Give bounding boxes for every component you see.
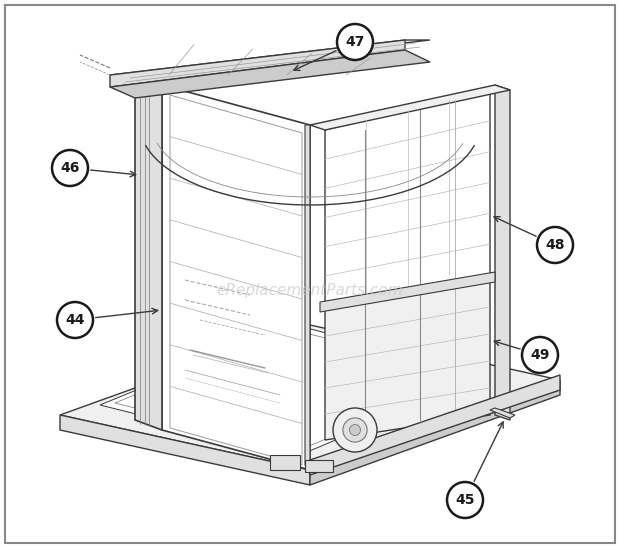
Text: eReplacementParts.com: eReplacementParts.com (216, 283, 404, 298)
Polygon shape (110, 40, 405, 87)
Bar (305, 460, 333, 472)
Polygon shape (320, 272, 495, 312)
Polygon shape (305, 125, 310, 470)
Text: 47: 47 (345, 35, 365, 49)
Circle shape (333, 408, 377, 452)
Circle shape (350, 425, 360, 436)
Circle shape (52, 150, 88, 186)
Text: 49: 49 (530, 348, 550, 362)
Text: 48: 48 (545, 238, 565, 252)
Polygon shape (490, 408, 515, 418)
Polygon shape (162, 85, 310, 470)
Text: 45: 45 (455, 493, 475, 507)
Circle shape (537, 227, 573, 263)
Polygon shape (135, 75, 162, 430)
Circle shape (522, 337, 558, 373)
Polygon shape (60, 325, 560, 470)
Polygon shape (495, 85, 510, 420)
Polygon shape (110, 40, 430, 75)
Circle shape (57, 302, 93, 338)
Polygon shape (110, 50, 430, 98)
Circle shape (343, 418, 367, 442)
Polygon shape (310, 85, 510, 130)
Circle shape (447, 482, 483, 518)
Polygon shape (310, 380, 560, 485)
Circle shape (337, 24, 373, 60)
Polygon shape (310, 375, 560, 475)
Text: 46: 46 (60, 161, 80, 175)
Polygon shape (325, 280, 490, 440)
Polygon shape (325, 90, 490, 305)
Bar (270, 455, 300, 470)
Polygon shape (100, 325, 490, 455)
Polygon shape (60, 415, 310, 485)
Text: 44: 44 (65, 313, 85, 327)
